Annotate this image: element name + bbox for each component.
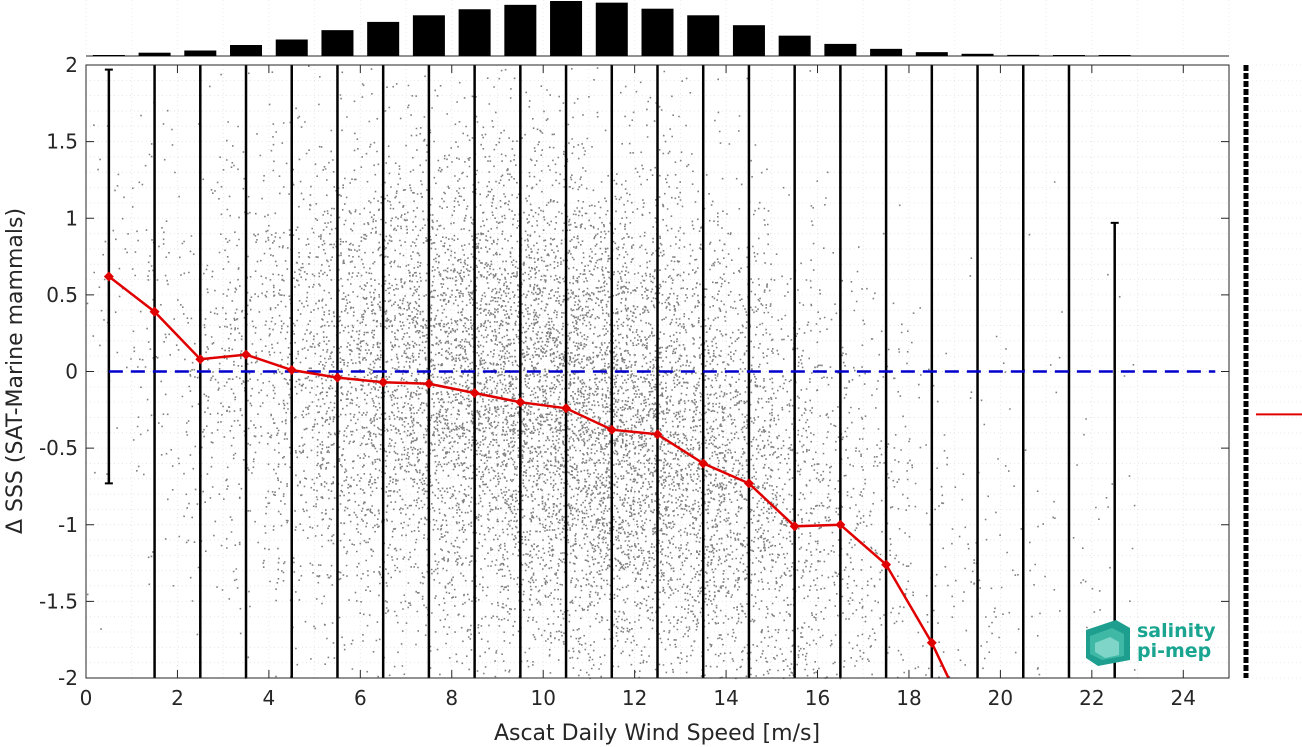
median-marker xyxy=(606,424,617,435)
x-tick-label: 2 xyxy=(171,686,184,710)
median-marker xyxy=(561,403,572,414)
histogram-bar xyxy=(1007,54,1040,56)
histogram-bar xyxy=(412,15,445,57)
y-tick-label: 0 xyxy=(65,360,78,384)
histogram-bar xyxy=(138,52,171,56)
histogram-bar xyxy=(184,50,217,56)
histogram-bar xyxy=(870,48,903,56)
x-axis: 0 2 4 6 8 10 12 14 16 18 20 22 24 xyxy=(80,65,1196,710)
histogram-bar xyxy=(1098,55,1131,56)
y-tick-label: 1.5 xyxy=(46,130,78,154)
x-tick-label: 16 xyxy=(805,686,830,710)
y-tick-label: 0.5 xyxy=(46,283,78,307)
histogram-bar xyxy=(367,21,400,56)
logo-line-2: pi-mep xyxy=(1137,640,1211,662)
histogram-bar xyxy=(275,39,308,56)
histogram-bar xyxy=(92,55,125,56)
median-marker xyxy=(515,397,526,408)
histogram-bar xyxy=(550,1,583,56)
x-tick-label: 0 xyxy=(80,686,93,710)
y-tick-label: -2 xyxy=(58,666,78,690)
histogram-bar xyxy=(778,35,811,56)
median-marker xyxy=(423,378,434,389)
x-tick-label: 18 xyxy=(896,686,921,710)
median-marker xyxy=(926,637,937,648)
median-marker xyxy=(241,349,252,360)
y-axis-title: Δ SSS (SAT-Marine mammals) xyxy=(3,208,28,534)
x-tick-label: 10 xyxy=(530,686,555,710)
y-tick-label: -1 xyxy=(58,513,78,537)
median-marker xyxy=(469,387,480,398)
grid xyxy=(85,64,1230,679)
x-tick-label: 4 xyxy=(263,686,276,710)
x-tick-label: 24 xyxy=(1171,686,1196,710)
logo-line-1: salinity xyxy=(1137,620,1216,642)
x-tick-label: 14 xyxy=(713,686,738,710)
x-tick-label: 8 xyxy=(445,686,458,710)
median-marker xyxy=(652,429,663,440)
median-marker xyxy=(698,458,709,469)
median-marker xyxy=(378,377,389,388)
histogram-bar xyxy=(732,25,765,56)
y-axis: 2 1.5 1 0.5 0 -0.5 -1 -1.5 -2 xyxy=(39,53,1229,690)
top-histogram xyxy=(85,0,1230,57)
x-tick-label: 20 xyxy=(988,686,1013,710)
median-line xyxy=(108,275,950,678)
histogram-bar xyxy=(687,15,720,57)
x-tick-label: 22 xyxy=(1079,686,1104,710)
median-marker xyxy=(332,372,343,383)
histogram-bar xyxy=(1052,55,1085,56)
median-marker xyxy=(789,521,800,532)
median-series xyxy=(103,271,950,678)
y-tick-label: -1.5 xyxy=(39,589,78,613)
logo-mark-icon xyxy=(1086,620,1130,666)
median-marker xyxy=(286,364,297,375)
histogram-bar xyxy=(915,52,948,56)
logo: salinity pi-mep xyxy=(1086,620,1216,666)
histogram-bar xyxy=(641,8,674,56)
histogram-bar xyxy=(504,4,537,57)
histogram-bar xyxy=(230,45,263,56)
median-marker xyxy=(195,354,206,365)
histogram-bar xyxy=(961,53,994,56)
y-tick-label: -0.5 xyxy=(39,436,78,460)
histogram-bar xyxy=(824,43,857,56)
histogram-bar xyxy=(321,30,354,56)
median-marker xyxy=(743,478,754,489)
y-tick-label: 2 xyxy=(65,53,78,77)
right-marginal xyxy=(1243,64,1302,679)
x-tick-label: 12 xyxy=(622,686,647,710)
median-marker xyxy=(149,306,160,317)
median-marker xyxy=(881,559,892,570)
histogram-bar xyxy=(458,9,491,56)
x-tick-label: 6 xyxy=(354,686,367,710)
median-marker xyxy=(835,519,846,530)
y-tick-label: 1 xyxy=(65,206,78,230)
median-marker xyxy=(103,271,114,282)
histogram-bar xyxy=(595,2,628,56)
x-axis-title: Ascat Daily Wind Speed [m/s] xyxy=(494,721,820,746)
plot-area xyxy=(85,64,1230,680)
